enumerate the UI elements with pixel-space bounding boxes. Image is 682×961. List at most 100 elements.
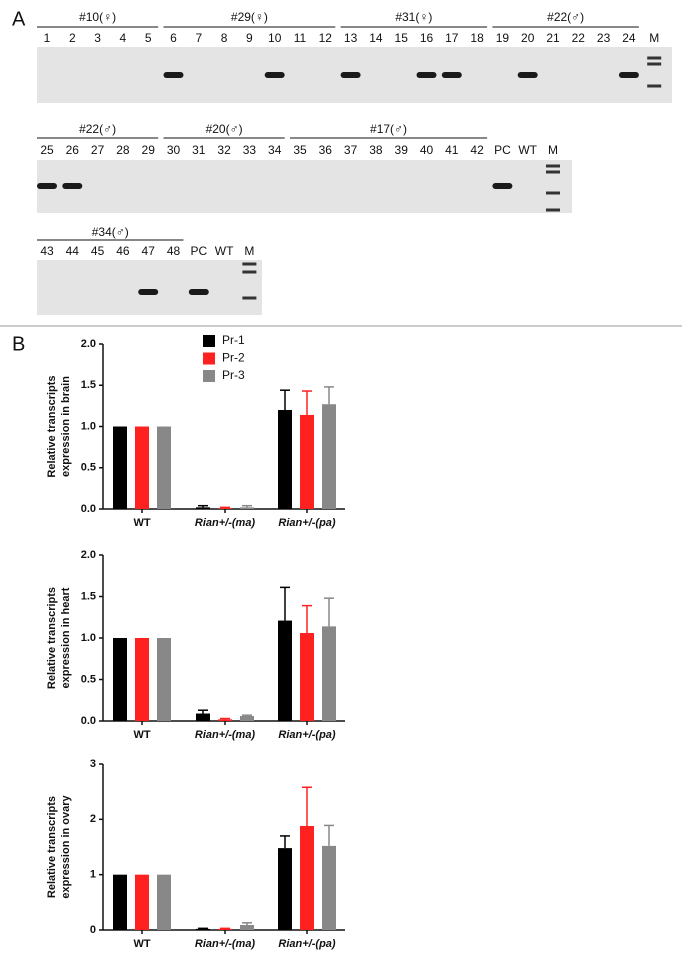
bar [322, 845, 336, 930]
marker-band [546, 191, 560, 195]
y-tick-label: 0.0 [81, 503, 96, 515]
bar [300, 414, 314, 509]
lane-label: 44 [66, 244, 80, 258]
bar [157, 874, 171, 930]
panel-label: A [12, 8, 26, 30]
group-label: #31(♀) [395, 10, 432, 24]
band [441, 72, 462, 78]
bar [240, 716, 254, 721]
group-label: #10(♀) [79, 10, 116, 24]
lane-label: 33 [243, 143, 257, 157]
lane-label: 18 [470, 31, 484, 45]
marker-band [242, 296, 257, 300]
bar [240, 925, 254, 930]
gel [37, 260, 262, 315]
bar [322, 404, 336, 509]
y-tick-label: 1 [90, 869, 96, 881]
y-axis-label: expression in ovary [60, 794, 72, 898]
y-tick-label: 2 [90, 813, 96, 825]
lane-label: WT [215, 244, 234, 258]
panel-label: B [12, 333, 25, 355]
lane-label: 12 [319, 31, 333, 45]
y-tick-label: 1.5 [81, 590, 96, 602]
lane-label: 10 [268, 31, 282, 45]
x-tick-label: WT [133, 729, 150, 741]
lane-label: 27 [91, 143, 105, 157]
group-label: #34(♂) [92, 225, 129, 239]
bar [278, 620, 292, 721]
lane-label: 9 [246, 31, 253, 45]
lane-label: 25 [40, 143, 54, 157]
band [416, 72, 437, 78]
lane-label: 14 [369, 31, 383, 45]
x-tick-label: Rian+/-(ma) [195, 938, 256, 950]
x-tick-label: WT [133, 517, 150, 529]
bar [278, 848, 292, 930]
lane-label: 47 [142, 244, 156, 258]
gel [37, 160, 572, 213]
y-axis-label: Relative transcripts [46, 375, 58, 477]
lane-label: 3 [94, 31, 101, 45]
bar [300, 633, 314, 721]
lane-label: 32 [217, 143, 231, 157]
legend-swatch [203, 352, 215, 365]
lane-label: 38 [369, 143, 383, 157]
y-tick-label: 0 [90, 924, 96, 936]
lane-label: 6 [170, 31, 177, 45]
y-tick-label: 0.5 [81, 462, 96, 474]
lane-label: 28 [116, 143, 130, 157]
marker-band [546, 170, 560, 174]
lane-label: 13 [344, 31, 358, 45]
x-tick-label: Rian+/-(pa) [278, 938, 335, 950]
y-axis-label: expression in heart [60, 587, 72, 688]
lane-label: 24 [622, 31, 636, 45]
band [492, 183, 513, 189]
y-tick-label: 0.0 [81, 715, 96, 727]
lane-label: 4 [120, 31, 127, 45]
band [517, 72, 538, 78]
lane-label: 2 [69, 31, 76, 45]
lane-label: 48 [167, 244, 181, 258]
lane-label: 35 [293, 143, 307, 157]
y-tick-label: 1.5 [81, 379, 96, 391]
band [62, 183, 83, 189]
lane-label: WT [518, 143, 537, 157]
lane-label: PC [190, 244, 207, 258]
band [264, 72, 285, 78]
lane-label: 16 [420, 31, 434, 45]
lane-label: 23 [597, 31, 611, 45]
group-label: #20(♂) [206, 122, 243, 136]
lane-label: 8 [221, 31, 228, 45]
marker-band [647, 62, 662, 66]
lane-label: 34 [268, 143, 282, 157]
band [138, 289, 159, 295]
bar [218, 928, 232, 930]
bar [113, 638, 127, 721]
lane-label: 19 [496, 31, 510, 45]
lane-label: 39 [395, 143, 409, 157]
lane-label: M [244, 244, 254, 258]
lane-label: 45 [91, 244, 105, 258]
band [340, 72, 361, 78]
bar [157, 426, 171, 509]
bar [135, 426, 149, 509]
band [188, 289, 209, 295]
legend-label: Pr-1 [222, 333, 245, 347]
legend-swatch [203, 370, 215, 382]
group-label: #17(♂) [370, 122, 407, 136]
marker-band [546, 208, 560, 212]
lane-label: 37 [344, 143, 358, 157]
marker-band [647, 56, 662, 60]
bar [113, 426, 127, 509]
lane-label: M [649, 31, 659, 45]
lane-label: 7 [195, 31, 202, 45]
bar [240, 507, 254, 509]
lane-label: 26 [66, 143, 80, 157]
lane-label: 5 [145, 31, 152, 45]
bar [135, 638, 149, 721]
y-axis-label: Relative transcripts [46, 587, 58, 689]
lane-label: 30 [167, 143, 181, 157]
bar [196, 928, 210, 930]
lane-label: 42 [470, 143, 484, 157]
lane-label: 11 [294, 31, 307, 45]
